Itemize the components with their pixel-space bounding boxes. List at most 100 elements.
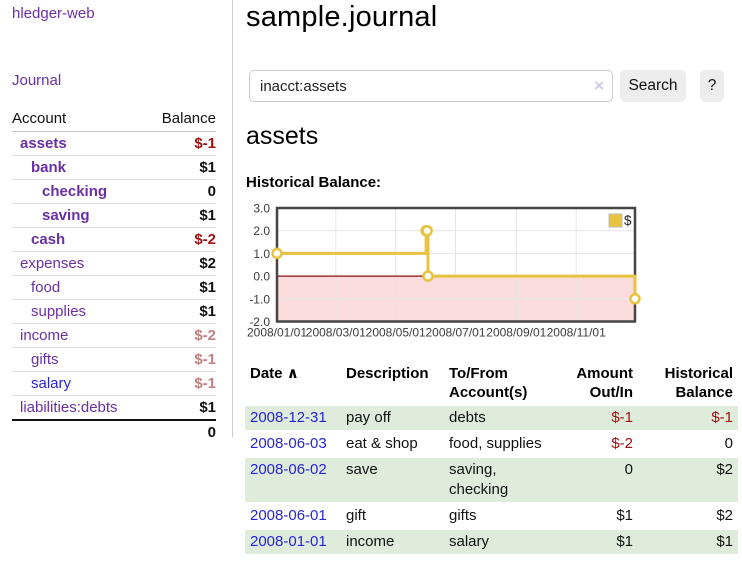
account-row: assets$-1: [12, 132, 216, 156]
account-link[interactable]: saving: [42, 207, 90, 224]
register-description-cell: pay off: [341, 406, 444, 430]
x-axis-tick-label: 2008/03/01: [306, 326, 366, 340]
transaction-date-link[interactable]: 2008-06-02: [250, 461, 327, 478]
balance-column-header: Balance: [147, 107, 216, 132]
app-title-link[interactable]: hledger-web: [12, 5, 95, 22]
legend-label: $: [624, 213, 632, 228]
accounts-table: Account Balance assets$-1bank$1checking0…: [12, 107, 216, 444]
x-axis-tick-label: 2008/07/01: [425, 326, 485, 340]
transaction-date-link[interactable]: 2008-06-03: [250, 435, 327, 452]
register-amount-cell: $-1: [556, 406, 638, 430]
account-link[interactable]: gifts: [31, 351, 59, 368]
account-balance: $1: [147, 300, 216, 324]
account-balance: $1: [147, 276, 216, 300]
accounts-total-row: 0: [12, 420, 216, 444]
legend-swatch: [609, 214, 622, 227]
account-row: salary $-1: [12, 372, 216, 396]
account-row: food $1: [12, 276, 216, 300]
account-row: checking 0: [12, 180, 216, 204]
account-link[interactable]: cash: [31, 231, 65, 248]
account-row: bank $1: [12, 156, 216, 180]
register-header-row: Date ∧ Description To/From Account(s) Am…: [245, 362, 738, 404]
x-axis-tick-label: 2008/11/01: [547, 326, 606, 340]
data-point-marker: [424, 272, 433, 281]
x-axis-tick-label: 2008/09/01: [486, 326, 546, 340]
sort-ascending-icon[interactable]: ∧: [287, 365, 299, 382]
account-link[interactable]: checking: [42, 183, 107, 200]
account-link[interactable]: income: [20, 327, 68, 344]
register-accounts-cell: debts: [444, 406, 556, 430]
account-link[interactable]: assets: [20, 135, 67, 152]
x-axis-tick-label: 2008/05/01: [366, 326, 426, 340]
account-row: liabilities:debts $1: [12, 396, 216, 421]
register-date-cell: 2008-12-31: [245, 406, 341, 430]
search-input[interactable]: [249, 70, 613, 102]
search-form: ×: [249, 70, 613, 102]
account-row: cash$-2: [12, 228, 216, 252]
y-axis-tick-label: 3.0: [253, 202, 270, 216]
clear-search-icon[interactable]: ×: [594, 76, 604, 95]
help-button[interactable]: ?: [700, 70, 724, 102]
sidebar-divider: [232, 0, 233, 437]
data-point-marker: [273, 249, 282, 258]
x-axis-tick-label: 2008/01/01: [247, 326, 307, 340]
account-balance: $-1: [147, 348, 216, 372]
transaction-date-link[interactable]: 2008-06-01: [250, 507, 327, 524]
account-balance: $1: [147, 204, 216, 228]
account-balance: $1: [147, 156, 216, 180]
account-balance: 0: [147, 180, 216, 204]
date-column-header[interactable]: Date ∧: [245, 362, 341, 404]
account-row: supplies $1: [12, 300, 216, 324]
account-link[interactable]: bank: [31, 159, 66, 176]
register-balance-cell: 0: [638, 432, 738, 456]
register-date-cell: 2008-01-01: [245, 530, 341, 554]
register-amount-cell: $-2: [556, 432, 638, 456]
register-balance-cell: $2: [638, 504, 738, 528]
transaction-date-link[interactable]: 2008-01-01: [250, 533, 327, 550]
register-balance-cell: $1: [638, 530, 738, 554]
account-link[interactable]: liabilities:debts: [20, 399, 118, 416]
historical-balance-chart: 3.02.01.00.0-1.0-2.02008/01/012008/03/01…: [244, 201, 644, 343]
register-description-cell: gift: [341, 504, 444, 528]
register-amount-cell: 0: [556, 458, 638, 502]
register-amount-cell: $1: [556, 504, 638, 528]
y-axis-tick-label: 2.0: [253, 224, 270, 238]
register-description-cell: income: [341, 530, 444, 554]
amount-column-header: Amount Out/In: [556, 362, 638, 404]
account-row: saving $1: [12, 204, 216, 228]
account-link[interactable]: supplies: [31, 303, 86, 320]
data-point-marker: [423, 226, 432, 235]
search-button[interactable]: Search: [620, 70, 686, 102]
chart-title: Historical Balance:: [246, 174, 381, 191]
account-link[interactable]: expenses: [20, 255, 84, 272]
tofrom-accounts-column-header: To/From Account(s): [444, 362, 556, 404]
account-link[interactable]: food: [31, 279, 60, 296]
account-row: expenses $2: [12, 252, 216, 276]
register-row: 2008-01-01incomesalary$1$1: [245, 530, 738, 554]
register-description-cell: eat & shop: [341, 432, 444, 456]
accounts-table-body: assets$-1bank$1checking0saving$1cash$-2e…: [12, 132, 216, 421]
register-date-cell: 2008-06-03: [245, 432, 341, 456]
data-point-marker: [631, 294, 640, 303]
account-heading: assets: [246, 122, 318, 151]
account-balance: $-1: [147, 372, 216, 396]
y-axis-tick-label: -1.0: [249, 292, 270, 306]
account-column-header: Account: [12, 107, 147, 132]
account-balance: $-2: [147, 324, 216, 348]
account-link[interactable]: salary: [31, 375, 71, 392]
register-row: 2008-06-01 giftgifts$1$2: [245, 504, 738, 528]
y-axis-tick-label: 0.0: [253, 270, 270, 284]
register-row: 2008-12-31pay offdebts$-1$-1: [245, 406, 738, 430]
register-description-cell: save: [341, 458, 444, 502]
account-row: gifts $-1: [12, 348, 216, 372]
accounts-total-spacer: [12, 420, 147, 444]
register-accounts-cell: gifts: [444, 504, 556, 528]
transaction-date-link[interactable]: 2008-12-31: [250, 409, 327, 426]
account-balance: $2: [147, 252, 216, 276]
page-title: sample.journal: [246, 1, 437, 34]
accounts-header-row: Account Balance: [12, 107, 216, 132]
account-balance: $1: [147, 396, 216, 421]
accounts-total-value: 0: [147, 420, 216, 444]
sidebar-item-journal[interactable]: Journal: [12, 72, 61, 89]
register-date-cell: 2008-06-01: [245, 504, 341, 528]
